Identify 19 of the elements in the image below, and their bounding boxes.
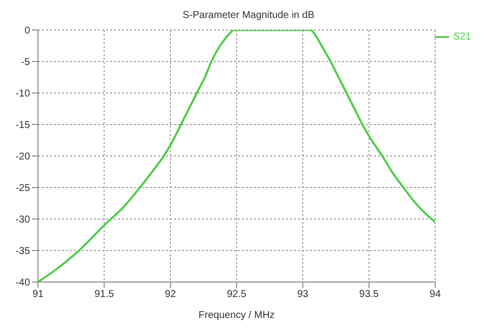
y-tick-label: 0	[24, 26, 30, 37]
x-tick-label: 94	[430, 289, 442, 300]
x-tick-label: 92	[164, 289, 176, 300]
y-tick-label: -20	[16, 152, 30, 163]
x-axis-title: Frequency / MHz	[198, 310, 275, 321]
y-tick-label: -15	[16, 120, 30, 132]
chart-title: S-Parameter Magnitude in dB	[182, 10, 316, 21]
x-tick-label: 91	[32, 289, 44, 300]
x-tick-label: 93.5	[359, 289, 380, 300]
x-tick-label: 93	[297, 289, 309, 300]
y-tick-label: -5	[21, 57, 30, 68]
y-tick-label: -40	[16, 278, 30, 289]
y-tick-label: -10	[16, 88, 30, 100]
y-tick-label: -25	[16, 183, 30, 194]
legend-label: S21	[453, 32, 471, 43]
y-tick-label: -35	[16, 246, 30, 258]
x-tick-label: 92.5	[226, 289, 247, 300]
y-tick-label: -30	[16, 214, 30, 226]
x-tick-label: 91.5	[94, 289, 114, 300]
